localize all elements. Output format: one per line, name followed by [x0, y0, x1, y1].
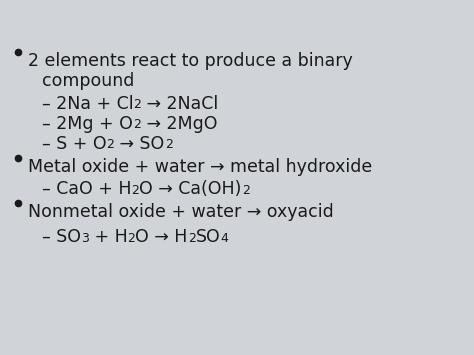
Text: 2: 2 [131, 184, 139, 197]
Text: SO: SO [196, 228, 220, 246]
Text: 2: 2 [128, 231, 136, 245]
Text: → 2MgO: → 2MgO [141, 115, 217, 133]
Text: 2: 2 [242, 184, 250, 197]
Text: O → H: O → H [136, 228, 188, 246]
Text: – 2Mg + O: – 2Mg + O [42, 115, 133, 133]
Text: → 2NaCl: → 2NaCl [142, 95, 219, 113]
Text: 4: 4 [220, 231, 228, 245]
Text: 3: 3 [81, 231, 89, 245]
Text: Nonmetal oxide + water → oxyacid: Nonmetal oxide + water → oxyacid [28, 203, 334, 221]
Text: – SO: – SO [42, 228, 81, 246]
Text: O → Ca(OH): O → Ca(OH) [139, 180, 242, 198]
Text: 2: 2 [133, 119, 141, 131]
Text: – S + O: – S + O [42, 135, 107, 153]
Text: + H: + H [89, 228, 128, 246]
Text: 2: 2 [107, 138, 115, 152]
Text: 2 elements react to produce a binary: 2 elements react to produce a binary [28, 52, 353, 70]
Text: – 2Na + Cl: – 2Na + Cl [42, 95, 134, 113]
Text: 2: 2 [165, 138, 173, 152]
Text: – CaO + H: – CaO + H [42, 180, 131, 198]
Text: 2: 2 [188, 231, 196, 245]
Text: 2: 2 [134, 98, 142, 111]
Text: compound: compound [42, 72, 134, 90]
Text: → SO: → SO [115, 135, 165, 153]
Text: Metal oxide + water → metal hydroxide: Metal oxide + water → metal hydroxide [28, 158, 372, 176]
